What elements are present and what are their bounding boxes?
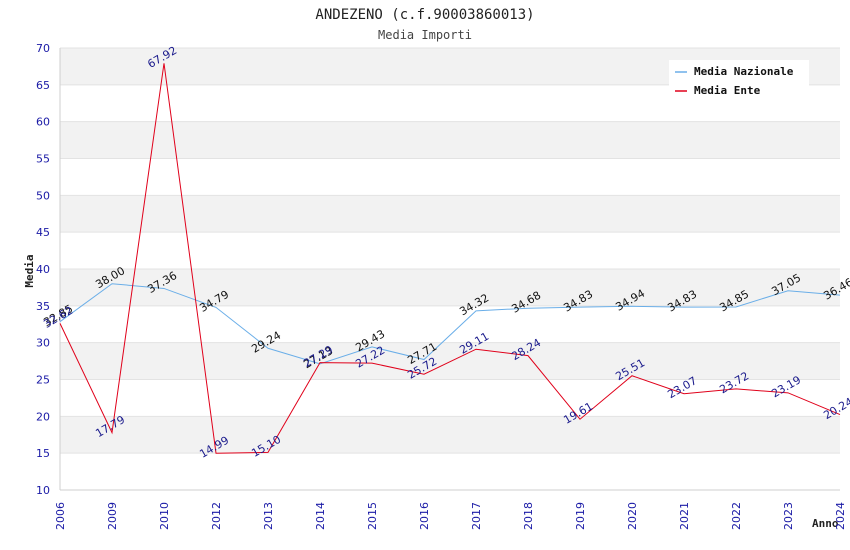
x-tick-label: 2019	[574, 502, 587, 530]
y-tick-label: 55	[36, 153, 50, 166]
plot-band	[60, 379, 840, 417]
x-tick-labels: 2006 2009 2010 2012 2013 2014 2015 2016 2017 2018…	[54, 502, 847, 530]
y-tick-label: 35	[36, 300, 50, 313]
x-tick-label: 2021	[678, 502, 691, 530]
x-tick-label: 2006	[54, 502, 67, 530]
y-tick-label: 45	[36, 226, 50, 239]
y-tick-label: 60	[36, 116, 50, 129]
chart-subtitle: Media Importi	[378, 28, 472, 42]
y-tick-label: 70	[36, 42, 50, 55]
plot-background	[60, 48, 840, 490]
y-tick-label: 20	[36, 410, 50, 423]
x-axis-label: Anno	[812, 517, 839, 530]
plot-band	[60, 453, 840, 490]
y-axis-label: Media	[23, 254, 36, 287]
plot-band	[60, 195, 840, 233]
series-line-media-ente	[59, 63, 841, 454]
plot-band	[60, 416, 840, 454]
plot-band	[60, 158, 840, 196]
plot-band	[60, 121, 840, 159]
legend-label-ente: Media Ente	[694, 84, 761, 97]
x-tick-label: 2016	[418, 502, 431, 530]
plot-band	[60, 232, 840, 269]
y-tick-label: 25	[36, 374, 50, 387]
x-tick-label: 2013	[262, 502, 275, 530]
series-lines	[59, 63, 841, 454]
x-tick-label: 2014	[314, 502, 327, 530]
y-tick-label: 50	[36, 189, 50, 202]
x-tick-label: 2018	[522, 502, 535, 530]
plot-band	[60, 305, 840, 343]
plot-band	[60, 269, 840, 306]
x-tick-label: 2020	[626, 502, 639, 530]
plot-band	[60, 342, 840, 380]
legend-box	[669, 60, 809, 100]
chart-title: ANDEZENO (c.f.90003860013)	[315, 7, 534, 23]
legend: Media Nazionale Media Ente	[669, 60, 809, 100]
y-tick-label: 15	[36, 447, 50, 460]
legend-label-nazionale: Media Nazionale	[694, 65, 794, 78]
x-tick-label: 2023	[782, 502, 795, 530]
y-tick-label: 65	[36, 79, 50, 92]
x-tick-label: 2022	[730, 502, 743, 530]
x-tick-label: 2009	[106, 502, 119, 530]
x-tick-label: 2012	[210, 502, 223, 530]
x-tick-label: 2010	[158, 502, 171, 530]
x-tick-label: 2017	[470, 502, 483, 530]
y-tick-label: 40	[36, 263, 50, 276]
series-line-media-nazionale	[59, 283, 841, 365]
x-tick-label: 2015	[366, 502, 379, 530]
y-tick-labels: 10 15 20 25 30 35 40 45 50 55 60 65 70	[36, 42, 50, 497]
y-tick-label: 10	[36, 484, 50, 497]
x-tick-label: 2024	[834, 502, 847, 530]
y-tick-label: 30	[36, 337, 50, 350]
